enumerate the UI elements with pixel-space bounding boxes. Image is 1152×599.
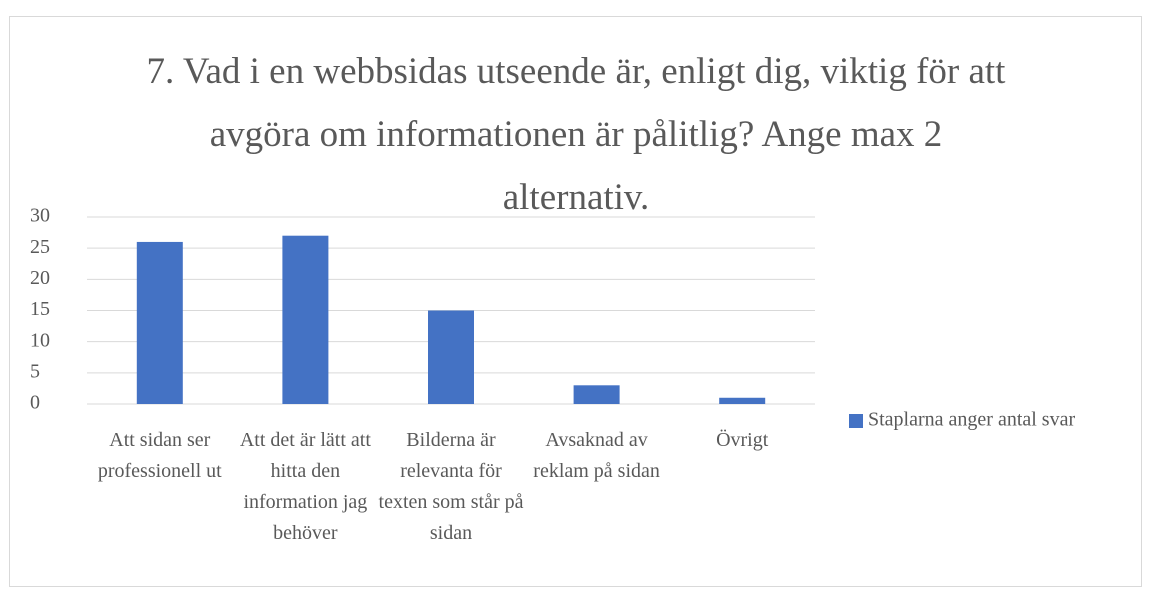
- y-tick-label: 0: [30, 392, 40, 414]
- bar: [136, 241, 183, 404]
- legend-label: Staplarna anger antal svar: [868, 409, 1075, 431]
- bar: [428, 310, 474, 404]
- chart-border: [9, 16, 1142, 587]
- bar: [573, 385, 620, 404]
- x-tick-label: Övrigt: [716, 429, 769, 451]
- y-tick-label: 15: [30, 298, 50, 320]
- x-tick-label: Avsaknad av reklam på sidan: [533, 429, 660, 482]
- legend-swatch: [849, 414, 863, 428]
- bar: [719, 397, 766, 404]
- chart-title: 7. Vad i en webbsidas utseende är, enlig…: [146, 51, 1006, 218]
- y-tick-label: 25: [30, 236, 50, 258]
- x-tick-label: Att det är lätt att hitta den informatio…: [239, 429, 371, 544]
- bar: [282, 235, 329, 404]
- y-tick-label: 20: [30, 267, 50, 289]
- y-tick-label: 30: [30, 205, 50, 227]
- x-tick-label: Bilderna är relevanta för texten som stå…: [378, 429, 524, 544]
- y-tick-label: 10: [30, 329, 50, 351]
- x-tick-label: Att sidan ser professionell ut: [97, 429, 222, 482]
- y-tick-label: 5: [30, 360, 40, 382]
